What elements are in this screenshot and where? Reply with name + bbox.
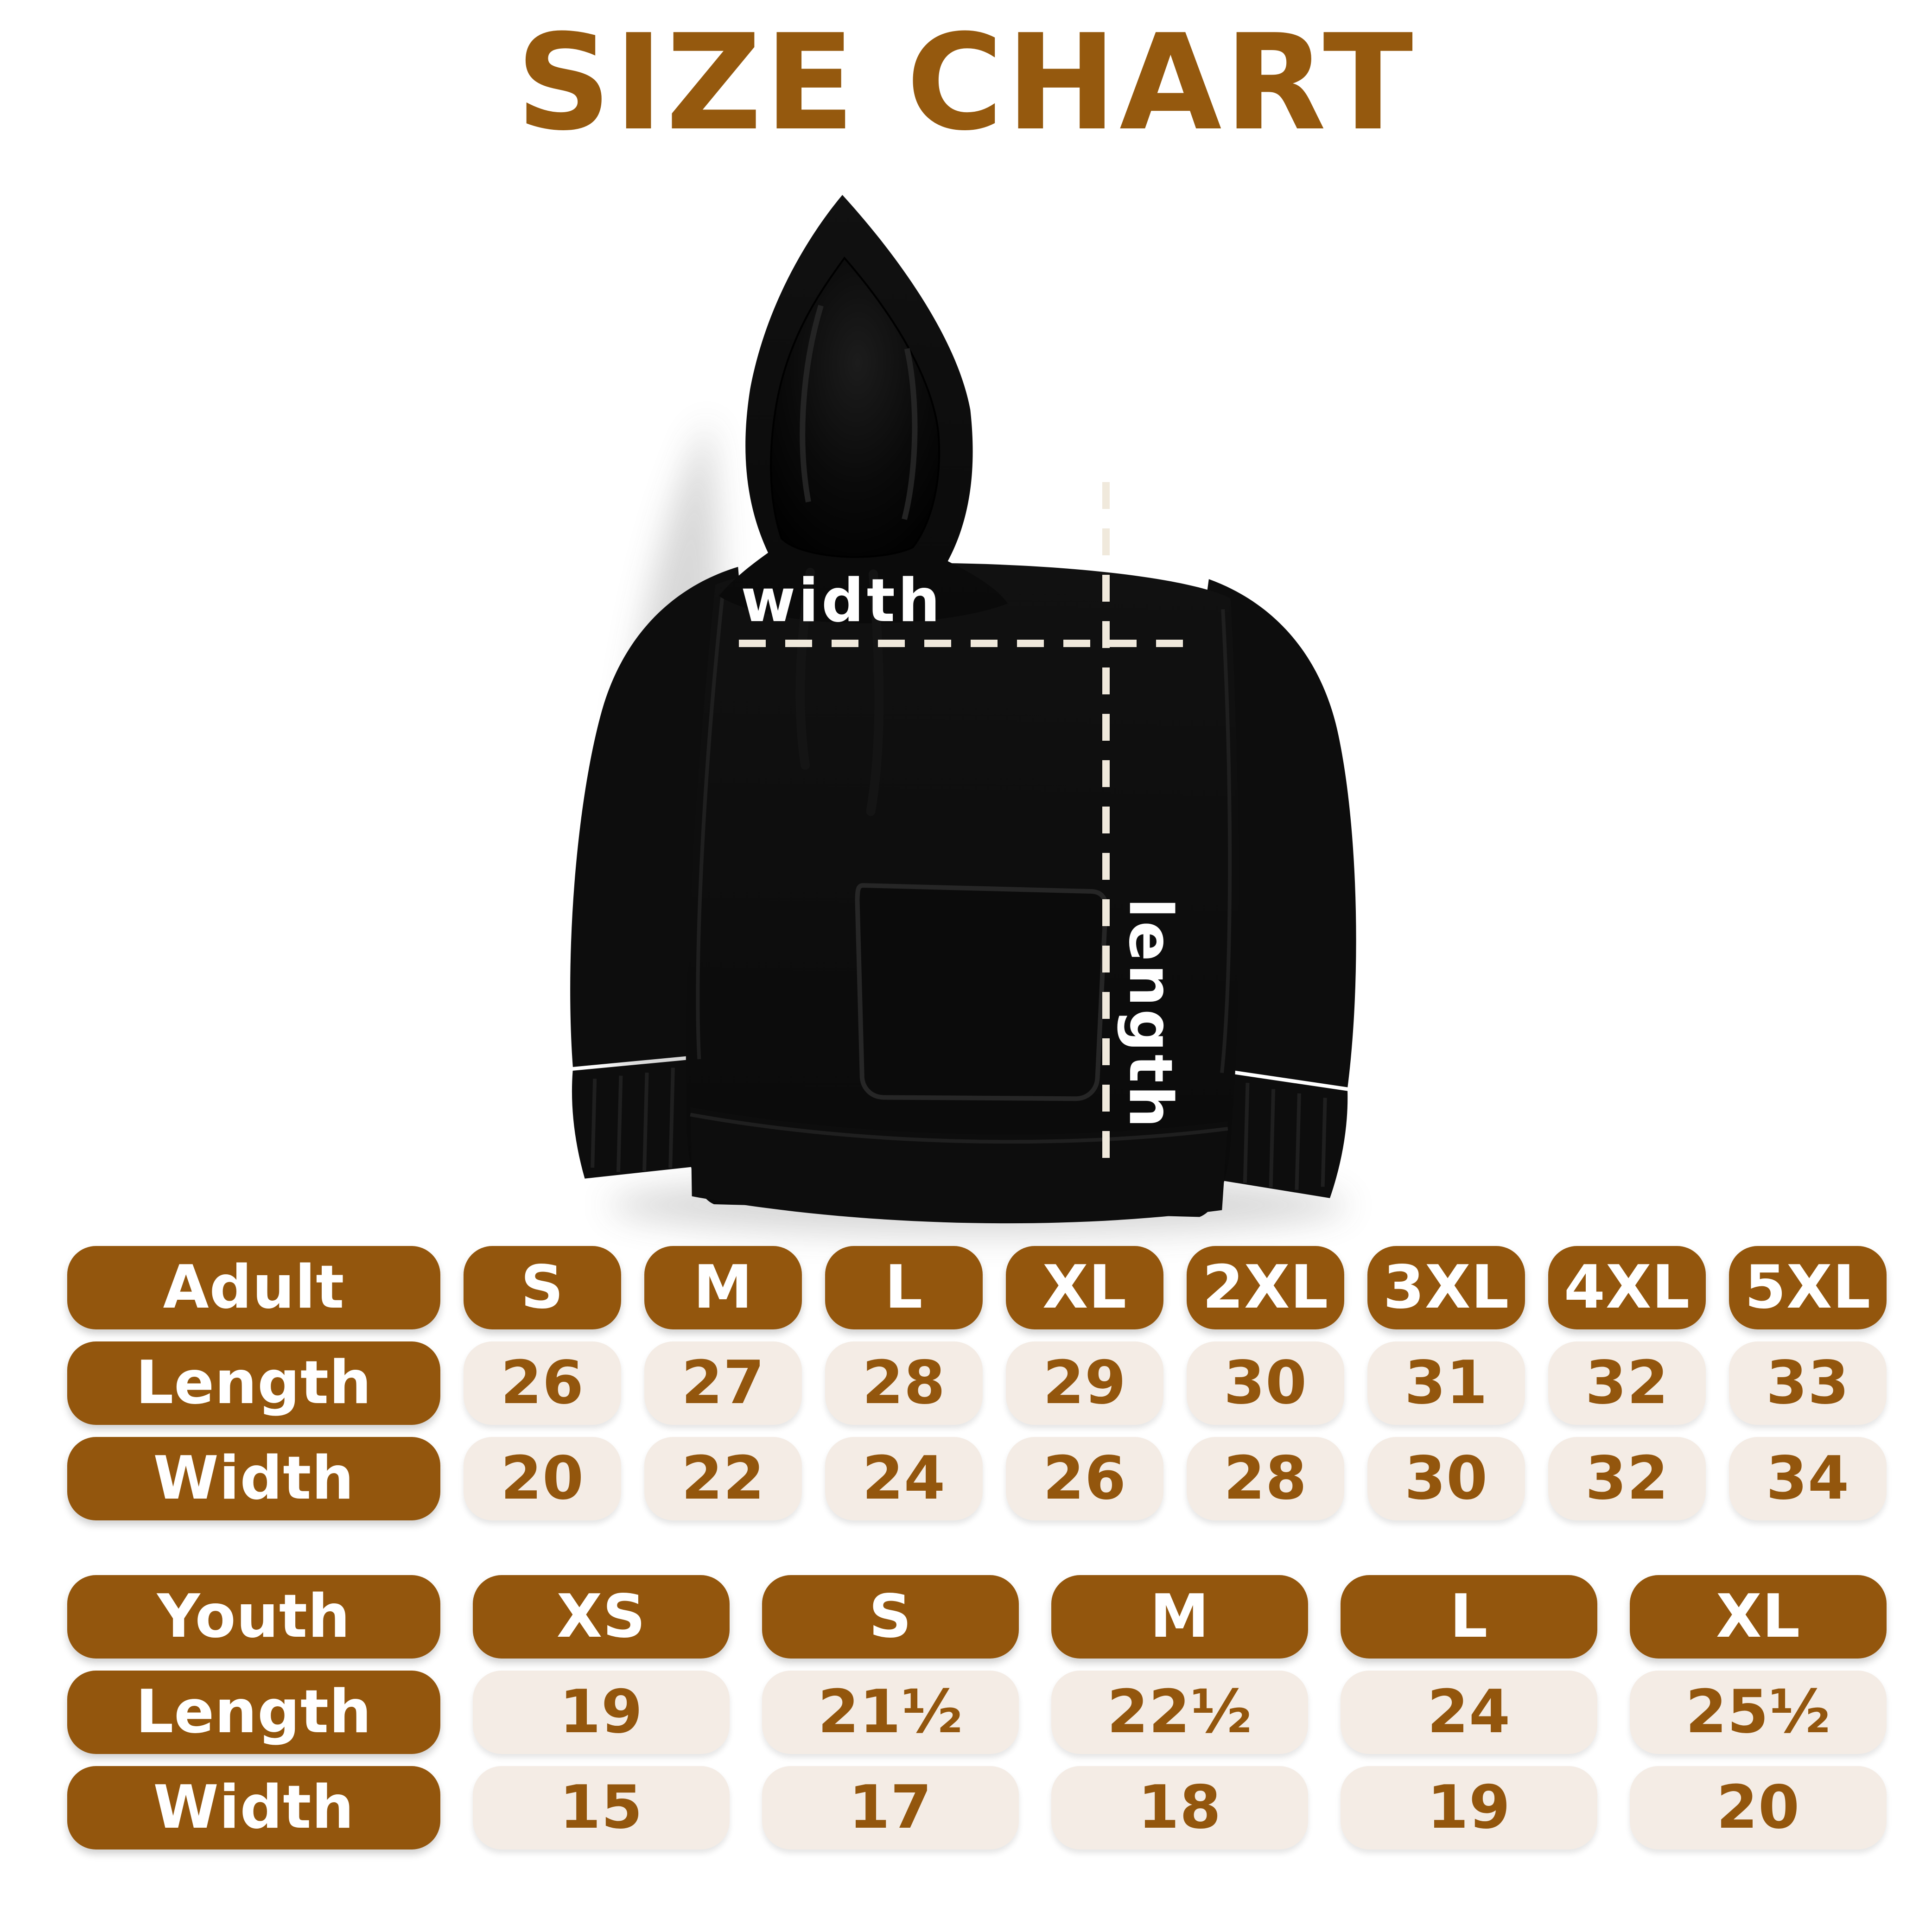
right-sleeve — [1200, 579, 1356, 1087]
size-header-pill: XS — [473, 1575, 730, 1659]
size-value-cell: 27 — [644, 1341, 802, 1425]
youth-size-table: Youth XS S M L XL Length 19 21½ 22½ 24 25½ Width 15 17… — [67, 1575, 1887, 1849]
size-header-pill: S — [464, 1246, 621, 1329]
size-value-cell: 15 — [473, 1766, 730, 1849]
size-value-cell: 22 — [644, 1437, 802, 1520]
row-label-pill: Length — [67, 1671, 440, 1754]
size-header-pill: L — [825, 1246, 983, 1329]
row-label-pill: Width — [67, 1766, 440, 1849]
size-header-pill: M — [1051, 1575, 1308, 1659]
size-value-cell: 20 — [1630, 1766, 1887, 1849]
size-header-pill: 5XL — [1729, 1246, 1887, 1329]
size-value-cell: 19 — [1341, 1766, 1597, 1849]
size-value-cell: 32 — [1548, 1437, 1706, 1520]
size-value-cell: 29 — [1006, 1341, 1163, 1425]
table-header-label: Youth — [67, 1575, 440, 1659]
size-value-cell: 24 — [1341, 1671, 1597, 1754]
left-cuff — [572, 1059, 701, 1179]
drawstring-left — [795, 567, 815, 770]
kangaroo-pocket — [855, 883, 1108, 1101]
hoodie-garment — [570, 195, 1356, 1224]
table-header-label: Adult — [67, 1246, 440, 1329]
hoodie-illustration: width length — [570, 195, 1356, 1235]
size-value-cell: 32 — [1548, 1341, 1706, 1425]
size-value-cell: 34 — [1729, 1437, 1887, 1520]
hem-band — [690, 1107, 1228, 1224]
size-value-cell: 20 — [464, 1437, 621, 1520]
size-header-pill: XL — [1006, 1246, 1163, 1329]
size-header-pill: XL — [1630, 1575, 1887, 1659]
width-label: width — [741, 566, 943, 636]
hoodie-image: width length — [533, 195, 1405, 1235]
size-value-cell: 31 — [1367, 1341, 1525, 1425]
size-value-cell: 22½ — [1051, 1671, 1308, 1754]
measurement-guides: width length — [739, 482, 1193, 1163]
size-value-cell: 24 — [825, 1437, 983, 1520]
size-value-cell: 21½ — [762, 1671, 1019, 1754]
size-header-pill: L — [1341, 1575, 1597, 1659]
length-label: length — [1116, 898, 1185, 1131]
size-value-cell: 30 — [1187, 1341, 1344, 1425]
size-header-pill: M — [644, 1246, 802, 1329]
size-value-cell: 33 — [1729, 1341, 1887, 1425]
row-label-pill: Length — [67, 1341, 440, 1425]
size-header-pill: 4XL — [1548, 1246, 1706, 1329]
size-value-cell: 19 — [473, 1671, 730, 1754]
row-label-pill: Width — [67, 1437, 440, 1520]
size-value-cell: 26 — [1006, 1437, 1163, 1520]
size-value-cell: 30 — [1367, 1437, 1525, 1520]
size-value-cell: 28 — [1187, 1437, 1344, 1520]
right-cuff — [1217, 1073, 1348, 1198]
size-header-pill: S — [762, 1575, 1019, 1659]
size-header-pill: 3XL — [1367, 1246, 1525, 1329]
size-header-pill: 2XL — [1187, 1246, 1344, 1329]
size-value-cell: 18 — [1051, 1766, 1308, 1849]
size-value-cell: 28 — [825, 1341, 983, 1425]
drawstring-right — [866, 569, 884, 816]
size-value-cell: 25½ — [1630, 1671, 1887, 1754]
page-title: SIZE CHART — [516, 6, 1416, 160]
size-value-cell: 17 — [762, 1766, 1019, 1849]
left-sleeve — [570, 566, 744, 1067]
adult-size-table: Adult S M L XL 2XL 3XL 4XL 5XL Length 26 27 28 29 30 31… — [67, 1246, 1887, 1520]
size-value-cell: 26 — [464, 1341, 621, 1425]
